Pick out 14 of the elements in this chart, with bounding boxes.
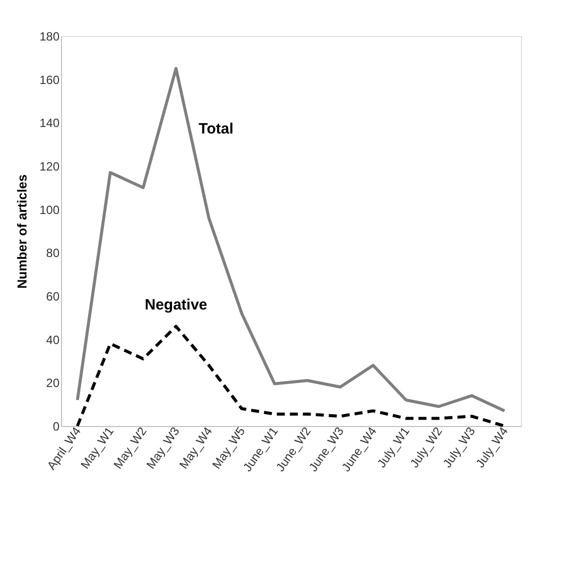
series-label: Negative	[144, 296, 208, 314]
y-tick-label: 180	[39, 30, 60, 44]
y-tick-label: 60	[46, 290, 60, 304]
y-tick-label: 20	[46, 376, 60, 390]
y-axis-title: Number of articles	[14, 174, 30, 289]
y-tick-label: 140	[39, 116, 60, 130]
y-tick-label: 120	[39, 160, 60, 174]
y-tick-label: 40	[46, 332, 60, 347]
y-tick-label: 80	[46, 246, 60, 260]
line-series	[76, 67, 506, 412]
y-tick-label: 160	[39, 72, 60, 87]
y-tick-label: 100	[39, 202, 60, 217]
line-series	[76, 324, 506, 428]
series-label: Total	[198, 120, 234, 138]
